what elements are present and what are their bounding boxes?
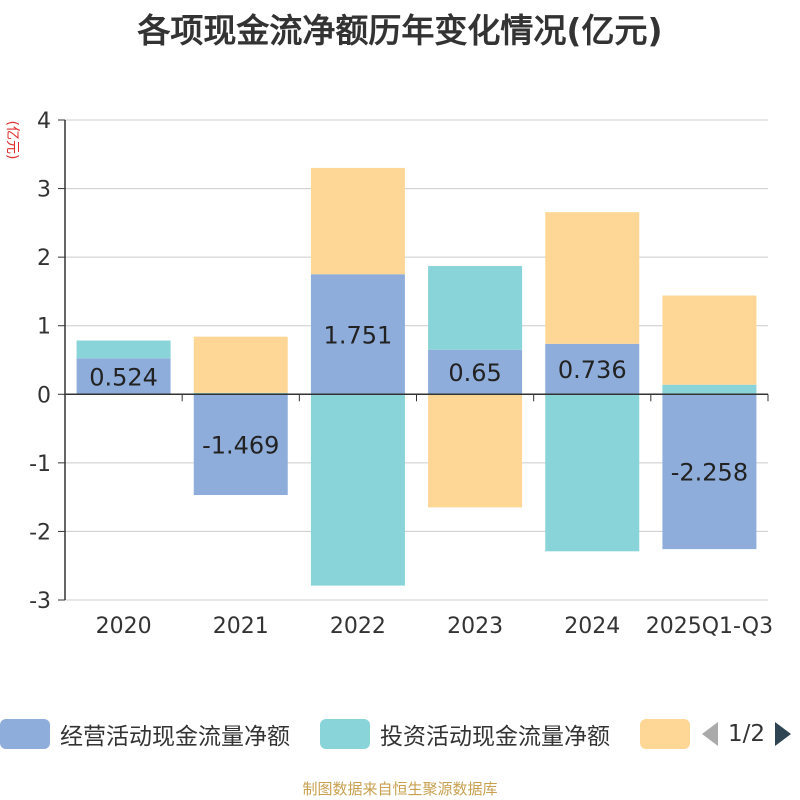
bar-series1-2020 (76, 340, 171, 359)
legend-label-operating: 经营活动现金流量净额 (60, 724, 290, 750)
bar-chart: 4 3 2 1 0 -1 -2 -3 2020 2021 2022 2023 2024 2025Q1-Q… (4, 109, 773, 639)
bar-series0-2022 (310, 274, 405, 395)
x-tick-label: 2020 (96, 614, 152, 639)
legend-swatch-financing (640, 719, 690, 749)
bar-series0-2020 (76, 358, 171, 395)
bar-series2-2023 (428, 394, 523, 508)
bar-series0-2021 (193, 394, 288, 496)
legend-page-indicator: 1/2 (728, 721, 766, 747)
y-tick-label: -2 (29, 520, 51, 545)
legend-item-investing[interactable]: 投资活动现金流量净额 (320, 714, 610, 754)
triangle-right-icon[interactable] (773, 720, 793, 748)
legend: 经营活动现金流量净额 投资活动现金流量净额 (0, 714, 800, 754)
bars (76, 167, 757, 586)
y-tick-label: 0 (37, 383, 51, 408)
bar-series2-2021 (193, 336, 288, 393)
x-tick-label: 2024 (564, 614, 620, 639)
legend-label-investing: 投资活动现金流量净额 (380, 724, 610, 750)
bar-series0-2023 (428, 349, 523, 395)
data-label: 0.524 (89, 363, 158, 391)
y-axis-label: (亿元) (4, 121, 20, 160)
grid-lines (65, 119, 768, 601)
y-tick-label: 2 (37, 246, 51, 271)
data-label: -2.258 (671, 459, 748, 487)
triangle-left-icon[interactable] (700, 720, 720, 748)
source-note: 制图数据来自恒生聚源数据库 (302, 780, 498, 798)
legend-item-financing[interactable] (640, 714, 690, 754)
x-tick-label: 2021 (213, 614, 269, 639)
x-tick-label: 2023 (447, 614, 503, 639)
data-label: 1.751 (324, 321, 393, 349)
y-tick-label: -3 (29, 589, 51, 614)
legend-item-operating[interactable]: 经营活动现金流量净额 (0, 714, 290, 754)
bar-series1-2022 (310, 394, 405, 586)
bar-series2-2022 (310, 167, 405, 275)
chart-title: 各项现金流净额历年变化情况(亿元) (137, 11, 663, 50)
x-tick-label: 2022 (330, 614, 386, 639)
legend-pager: 1/2 (700, 714, 793, 754)
bar-series0-2025Q1-Q3 (662, 394, 757, 550)
bar-series2-2025Q1-Q3 (662, 295, 757, 385)
y-tick-label: 4 (37, 109, 51, 134)
data-label: -1.469 (202, 432, 279, 460)
y-tick-label: -1 (29, 452, 51, 477)
bar-series1-2023 (428, 266, 523, 350)
legend-swatch-investing (320, 719, 370, 749)
bar-series1-2024 (545, 394, 640, 552)
axes: 4 3 2 1 0 -1 -2 -3 (29, 109, 769, 614)
bar-series2-2024 (545, 212, 640, 344)
bar-series1-2025Q1-Q3 (662, 384, 757, 395)
bar-series0-2024 (545, 343, 640, 395)
x-tick-label: 2025Q1-Q3 (646, 614, 773, 639)
data-labels: 2020 2021 2022 2023 2024 2025Q1-Q3 0.524 -1.469… (89, 321, 773, 639)
y-tick-label: 1 (37, 315, 51, 340)
data-label: 0.736 (558, 356, 627, 384)
legend-swatch-operating (0, 719, 50, 749)
data-label: 0.65 (448, 359, 501, 387)
y-tick-label: 3 (37, 178, 51, 203)
